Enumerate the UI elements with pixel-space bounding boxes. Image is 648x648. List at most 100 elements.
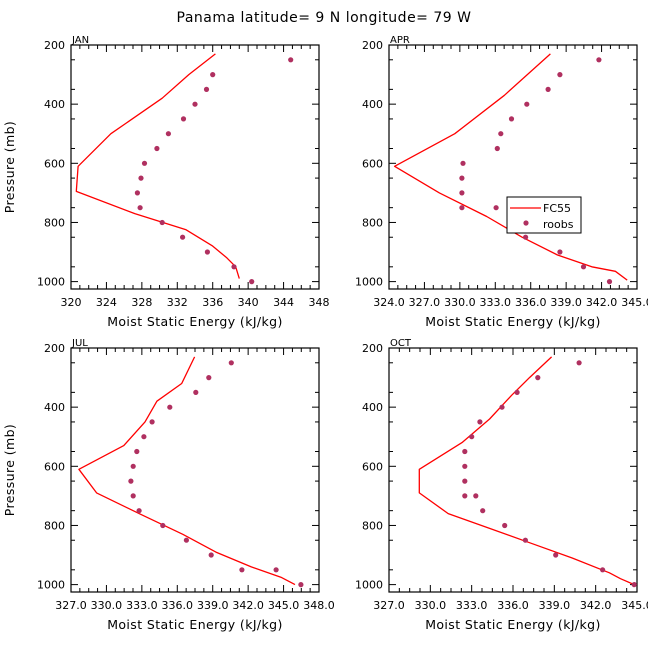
oct-roobs-point — [480, 508, 486, 514]
jan-roobs-point — [180, 234, 186, 240]
jul-x-tick-label: 330.0 — [91, 599, 123, 612]
jan-x-tick-label: 348 — [309, 296, 330, 309]
jan-x-tick-label: 320 — [61, 296, 82, 309]
jul-y-tick-label: 600 — [44, 460, 65, 473]
jul-y-tick-label: 800 — [44, 519, 65, 532]
jan-panel-label: JAN — [71, 35, 89, 46]
apr-roobs-point — [494, 145, 500, 152]
oct-x-tick-label: 345.0 — [621, 599, 648, 612]
jan-y-tick-label: 200 — [44, 39, 65, 52]
jan-x-tick-label: 344 — [273, 296, 294, 309]
jul-x-tick-label: 336.0 — [162, 599, 194, 612]
apr-y-tick-label: 200 — [362, 39, 383, 52]
apr-roobs-point — [580, 264, 587, 270]
apr-x-tick-label: 342.0 — [586, 296, 618, 309]
apr-roobs-point — [596, 57, 602, 63]
jan-y-axis-label: Pressure (mb) — [2, 121, 17, 213]
jul-x-axis-label: Moist Static Energy (kJ/kg) — [107, 617, 283, 632]
jan-plot-frame — [70, 44, 320, 290]
oct-roobs-point — [600, 567, 606, 573]
jan-roobs-point — [180, 116, 187, 122]
apr-y-tick-label: 800 — [362, 216, 383, 229]
jul-roobs-point — [130, 463, 136, 469]
figure-title: Panama latitude= 9 N longitude= 79 W — [177, 10, 472, 26]
oct-x-axis-label: Moist Static Energy (kJ/kg) — [425, 617, 601, 632]
apr-roobs-point — [557, 249, 563, 255]
oct-roobs-point — [469, 434, 475, 440]
jan-y-tick-label: 800 — [44, 216, 65, 229]
apr-roobs-point — [523, 234, 529, 240]
apr-x-tick-label: 345.0 — [621, 296, 648, 309]
apr-x-tick-label: 327.0 — [409, 296, 441, 309]
jan-x-tick-label: 332 — [167, 296, 188, 309]
oct-roobs-point — [502, 522, 508, 529]
oct-roobs-point — [514, 389, 520, 395]
jul-roobs-point — [273, 567, 279, 573]
jan-panel: JAN 320 324 328 332 336 340 344 348 200 400 600 800 1… — [2, 35, 330, 329]
jul-x-tick-label: 342.0 — [232, 599, 264, 612]
jan-x-axis-label: Moist Static Energy (kJ/kg) — [107, 314, 283, 329]
jan-roobs-point — [249, 279, 255, 285]
apr-roobs-point — [459, 175, 465, 181]
oct-x-tick-label: 342.0 — [580, 599, 612, 612]
apr-x-axis-label: Moist Static Energy (kJ/kg) — [425, 314, 601, 329]
jul-y-tick-label: 400 — [44, 401, 65, 414]
oct-plot-frame — [388, 347, 638, 593]
jan-roobs-point — [134, 190, 140, 196]
apr-x-tick-label: 330.0 — [444, 296, 476, 309]
oct-y-tick-label: 200 — [362, 342, 383, 355]
jan-y-tick-label: 600 — [44, 157, 65, 170]
jul-x-tick-label: 345.0 — [268, 599, 300, 612]
apr-fc55-line — [393, 53, 628, 281]
apr-plot-frame — [388, 44, 638, 290]
legend-label-fc55: FC55 — [543, 202, 571, 215]
apr-y-tick-label: 400 — [362, 98, 383, 111]
oct-roobs-point — [477, 419, 483, 425]
oct-panel: OCT 327.0 330.0 333.0 336.0 339.0 342.0 345.0 20… — [355, 338, 648, 632]
jul-roobs-point — [160, 522, 166, 529]
apr-y-tick-label: 1000 — [355, 276, 383, 289]
jan-roobs-point — [231, 264, 237, 270]
legend-box — [506, 196, 582, 234]
apr-panel: APR 324.0 327.0 330.0 333.0 336.0 339.0 342.0 34… — [355, 35, 648, 329]
apr-panel-label: APR — [390, 35, 410, 46]
jul-fc55-line — [78, 356, 296, 586]
jan-roobs-point — [204, 249, 210, 255]
apr-roobs-point — [557, 72, 563, 78]
jul-plot-frame — [70, 347, 320, 593]
apr-x-tick-label: 336.0 — [515, 296, 547, 309]
oct-x-tick-label: 333.0 — [456, 599, 488, 612]
jan-fc55-line — [75, 53, 240, 279]
apr-x-tick-label: 339.0 — [550, 296, 582, 309]
oct-roobs-point — [462, 463, 468, 469]
oct-y-tick-label: 400 — [362, 401, 383, 414]
apr-roobs-point — [459, 190, 465, 196]
jul-roobs-point — [206, 375, 212, 381]
jan-roobs-point — [154, 145, 160, 152]
jan-roobs-point — [141, 160, 148, 166]
jul-roobs-point — [228, 360, 234, 366]
jul-roobs-point — [298, 582, 304, 588]
jul-roobs-point — [128, 478, 134, 484]
jul-roobs-point — [149, 419, 155, 425]
jul-x-tick-label: 333.0 — [126, 599, 158, 612]
apr-roobs-point — [460, 160, 466, 166]
jan-roobs-point — [203, 86, 210, 92]
jan-roobs-point — [210, 72, 216, 78]
oct-roobs-point — [462, 478, 468, 484]
jan-y-tick-label: 1000 — [37, 276, 65, 289]
apr-roobs-point — [459, 205, 465, 211]
jul-roobs-point — [134, 448, 140, 455]
oct-panel-label: OCT — [390, 338, 412, 349]
legend-label-roobs: roobs — [543, 218, 574, 231]
apr-roobs-point — [545, 86, 551, 92]
jul-roobs-point — [183, 537, 189, 543]
oct-roobs-point — [473, 493, 479, 499]
oct-x-tick-label: 327.0 — [373, 599, 405, 612]
apr-roobs-point — [493, 205, 499, 211]
jan-x-tick-label: 324 — [96, 296, 117, 309]
oct-roobs-point — [522, 537, 529, 543]
oct-roobs-point — [535, 375, 541, 381]
oct-roobs-point — [576, 360, 582, 366]
